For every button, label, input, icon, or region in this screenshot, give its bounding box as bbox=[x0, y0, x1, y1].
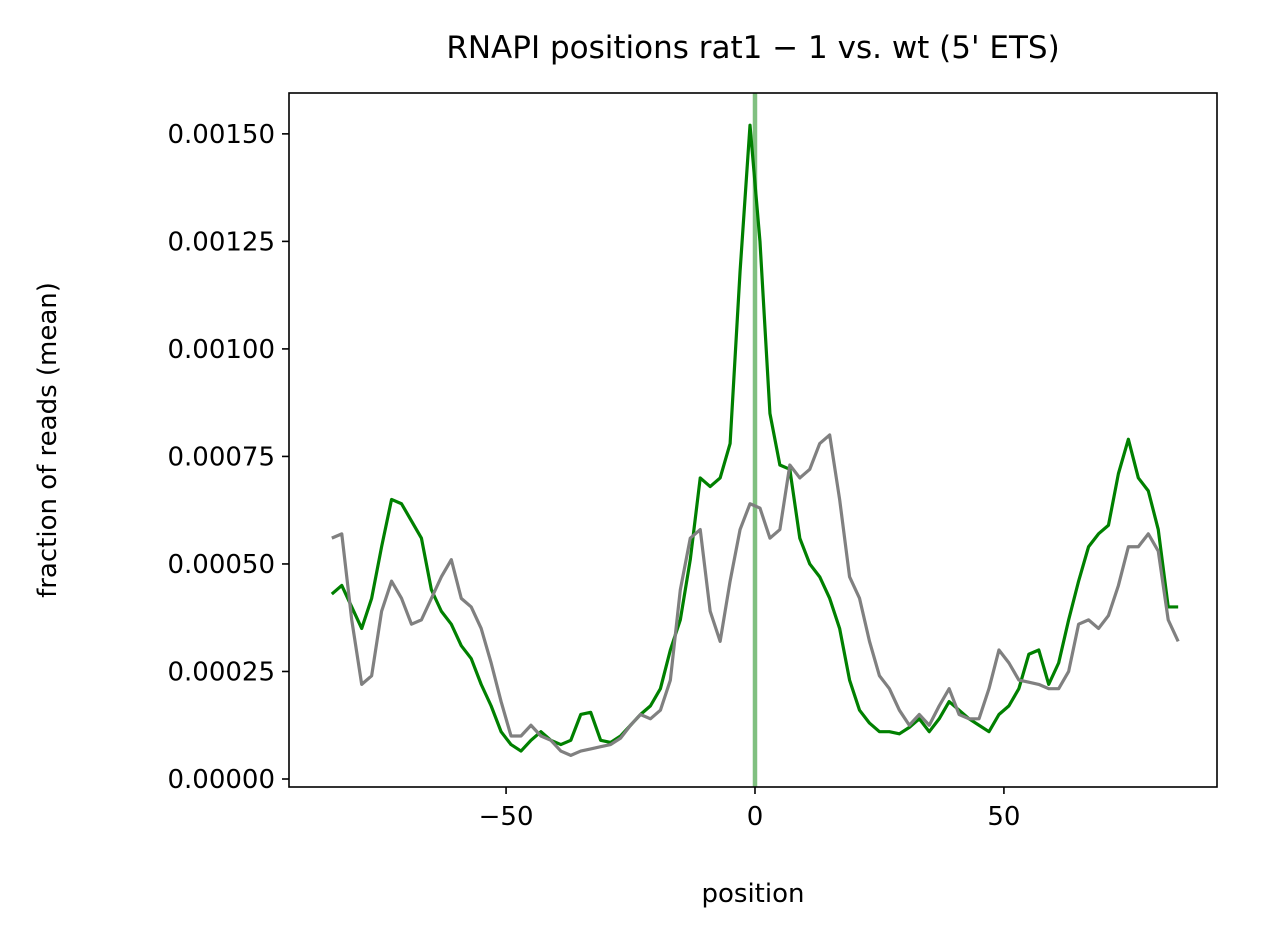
x-tick-label: 50 bbox=[987, 802, 1020, 832]
chart-title: RNAPI positions rat1 − 1 vs. wt (5' ETS) bbox=[446, 30, 1059, 66]
data-line bbox=[331, 433, 1180, 757]
data-line bbox=[330, 123, 1179, 753]
x-axis-label: position bbox=[702, 879, 805, 909]
y-tick-label: 0.00025 bbox=[167, 657, 275, 687]
x-tick-label: 0 bbox=[747, 802, 764, 832]
y-tick-label: 0.00075 bbox=[167, 442, 275, 472]
x-tick-label: −50 bbox=[479, 802, 534, 832]
y-tick-label: 0.00100 bbox=[167, 335, 275, 365]
y-tick-label: 0.00050 bbox=[167, 550, 275, 580]
plot-frame bbox=[288, 92, 1218, 788]
y-tick-label: 0.00000 bbox=[167, 765, 275, 795]
y-tick-label: 0.00150 bbox=[167, 120, 275, 150]
y-axis-label: fraction of reads (mean) bbox=[33, 282, 63, 598]
y-tick-label: 0.00125 bbox=[167, 227, 275, 257]
